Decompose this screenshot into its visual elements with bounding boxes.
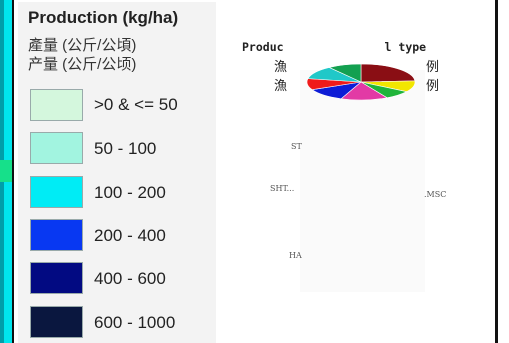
legend-label-class-1: >0 & <= 50 bbox=[94, 95, 178, 114]
pie-slice-1 bbox=[360, 63, 416, 83]
inset-sub-line1-end: 例 bbox=[426, 59, 440, 74]
legend-label-class-5: 400 - 600 bbox=[94, 269, 166, 288]
legend-subtitle-simplified: 产量 (公斤/公顷) bbox=[28, 56, 137, 73]
inset-glyph-msc: .MSC bbox=[424, 190, 447, 199]
inset-glyph-sht: SHT... bbox=[270, 184, 295, 193]
legend-swatch-class-2 bbox=[30, 132, 83, 164]
legend-swatch-class-1 bbox=[30, 89, 83, 121]
right-margin bbox=[498, 0, 509, 343]
legend-swatch-class-5 bbox=[30, 262, 83, 294]
inset-glyph-st: ST bbox=[291, 142, 302, 151]
inset-chart-panel bbox=[300, 70, 425, 292]
legend-swatch-class-6 bbox=[30, 306, 83, 338]
inset-glyph-ha: HA bbox=[289, 251, 302, 260]
inset-sub-line2-start: 漁 bbox=[274, 78, 288, 93]
inset-title-end: l type bbox=[384, 40, 427, 54]
map-frame bbox=[12, 0, 498, 343]
pie-slice-8 bbox=[328, 63, 362, 83]
legend-swatch-class-3 bbox=[30, 176, 83, 208]
legend-label-class-6: 600 - 1000 bbox=[94, 313, 176, 332]
inset-sub-line1-start: 漁 bbox=[274, 59, 288, 74]
pie-slices bbox=[306, 63, 416, 101]
inset-chart-title: Produc l type bbox=[242, 40, 426, 54]
inset-sub-line2-end: 例 bbox=[426, 78, 440, 93]
inset-pie-chart bbox=[306, 63, 416, 101]
legend-swatch-class-4 bbox=[30, 219, 83, 251]
legend-subtitle-traditional: 產量 (公斤/公頃) bbox=[28, 37, 137, 54]
legend-title: Production (kg/ha) bbox=[28, 8, 179, 27]
legend-label-class-4: 200 - 400 bbox=[94, 226, 166, 245]
left-frame-marker bbox=[0, 160, 12, 182]
legend-label-class-3: 100 - 200 bbox=[94, 183, 166, 202]
legend-label-class-2: 50 - 100 bbox=[94, 139, 157, 158]
inset-title-start: Produc bbox=[242, 40, 284, 54]
